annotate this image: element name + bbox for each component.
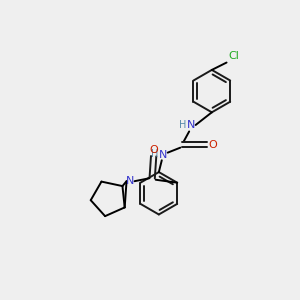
Text: N: N xyxy=(159,150,167,160)
Text: O: O xyxy=(208,140,217,150)
Text: O: O xyxy=(149,145,158,155)
Text: H: H xyxy=(179,120,186,130)
Text: H: H xyxy=(151,149,158,159)
Text: N: N xyxy=(187,120,195,130)
Text: N: N xyxy=(126,176,134,186)
Text: Cl: Cl xyxy=(228,51,239,61)
